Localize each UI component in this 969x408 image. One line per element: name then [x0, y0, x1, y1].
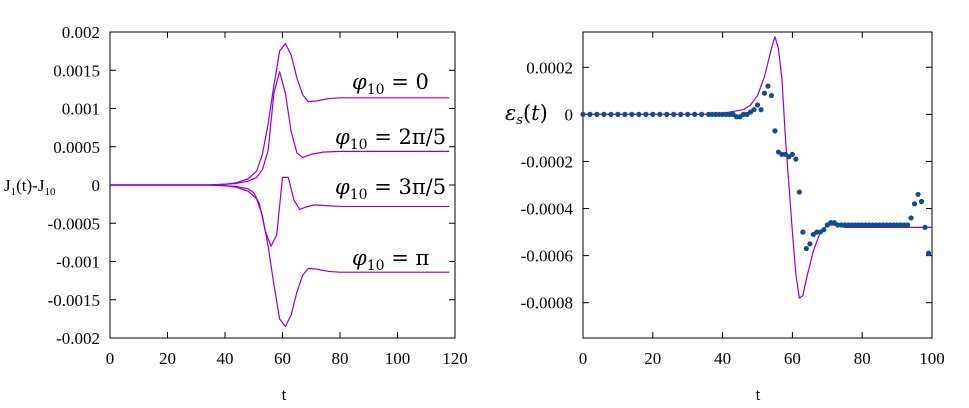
right-ylabel: εs(t) [505, 101, 548, 128]
data-point [587, 111, 593, 117]
x-tick-label: 120 [442, 349, 468, 368]
annotation-phipi: φ10 = π [352, 246, 429, 274]
data-point [615, 111, 621, 117]
data-point [789, 151, 796, 157]
data-point [918, 198, 925, 205]
y-tick-label: 0.0002 [526, 58, 573, 77]
annotation-phi2pi5: φ10 = 2π/5 [335, 125, 446, 153]
data-point [772, 128, 778, 134]
data-point [908, 215, 914, 221]
data-point [650, 111, 656, 117]
data-point [636, 111, 642, 117]
data-point [754, 102, 761, 108]
x-tick-label: 60 [784, 349, 801, 368]
x-tick-label: 40 [714, 349, 731, 368]
x-tick-label: 100 [919, 349, 945, 368]
data-point [601, 111, 607, 117]
annotation-phi0: φ10 = 0 [352, 70, 429, 98]
x-tick-label: 20 [644, 349, 661, 368]
series-line-0 [110, 42, 450, 186]
data-point [765, 83, 771, 89]
chart-left: 0 20 40 60 80 100 120 -0.002 -0.0015 -0.001 -0.000… [4, 23, 468, 404]
left-ylabel: J1(t)-J10 [4, 176, 56, 198]
data-point [922, 224, 928, 230]
data-point [925, 250, 932, 256]
data-point [803, 245, 809, 252]
data-point [904, 222, 911, 228]
y-tick-label: 0.001 [62, 100, 100, 119]
series-line-0 [583, 36, 932, 299]
x-tick-label: 100 [385, 349, 411, 368]
data-point [685, 111, 691, 117]
y-tick-label: 0.002 [62, 23, 100, 42]
x-tick-label: 60 [274, 349, 291, 368]
y-tick-label: -0.002 [56, 329, 100, 348]
data-point [768, 92, 775, 99]
data-point [758, 107, 764, 113]
data-point [580, 111, 586, 117]
data-point [629, 111, 635, 117]
x-tick-label: 0 [579, 349, 588, 368]
y-tick-label: -0.0015 [48, 291, 100, 310]
y-tick-label: 0.0015 [53, 61, 100, 80]
right-plot-frame [582, 31, 933, 339]
left-series [110, 42, 450, 328]
y-tick-label: -0.0002 [521, 152, 573, 171]
series-line-1 [110, 71, 450, 186]
data-point [671, 111, 677, 117]
y-tick-label: -0.0006 [521, 247, 573, 266]
right-series [583, 36, 932, 299]
y-tick-label: 0 [565, 105, 574, 124]
right-ticks: 0 20 40 60 80 100 -0.0008 -0.0006 -0.0004 -0.0002… [521, 32, 945, 368]
chart-right: 0 20 40 60 80 100 -0.0008 -0.0006 -0.0004 -0.0002… [505, 31, 945, 404]
y-tick-label: -0.0005 [48, 214, 100, 233]
data-point [622, 111, 628, 117]
data-point [793, 156, 799, 162]
data-point [664, 111, 670, 117]
data-point [821, 227, 827, 233]
x-tick-label: 80 [332, 349, 349, 368]
data-point [608, 111, 614, 117]
right-points [580, 83, 932, 256]
data-point [796, 189, 802, 195]
annotation-phi3pi5: φ10 = 3π/5 [335, 175, 446, 203]
data-point [751, 107, 757, 113]
data-point [800, 229, 806, 235]
y-tick-label: -0.0008 [521, 294, 573, 313]
left-xlabel: t [282, 385, 287, 404]
data-point [915, 191, 921, 198]
data-point [594, 111, 600, 117]
y-tick-label: -0.0004 [521, 200, 574, 219]
y-tick-label: -0.001 [56, 253, 100, 272]
left-ticks: 0 20 40 60 80 100 120 -0.002 -0.0015 -0.001 -0.000… [48, 23, 468, 368]
data-point [657, 111, 663, 117]
x-tick-label: 80 [854, 349, 871, 368]
x-tick-label: 40 [217, 349, 234, 368]
data-point [643, 111, 649, 117]
data-point [692, 111, 698, 117]
data-point [678, 111, 684, 117]
y-tick-label: 0 [92, 176, 101, 195]
data-point [699, 111, 705, 117]
data-point [807, 241, 813, 247]
right-xlabel: t [756, 385, 761, 404]
data-point [911, 201, 918, 207]
series-line-2 [110, 176, 450, 247]
x-tick-label: 20 [159, 349, 176, 368]
y-tick-label: 0.0005 [53, 138, 100, 157]
x-tick-label: 0 [106, 349, 115, 368]
data-point [761, 90, 768, 96]
series-line-3 [110, 184, 450, 328]
